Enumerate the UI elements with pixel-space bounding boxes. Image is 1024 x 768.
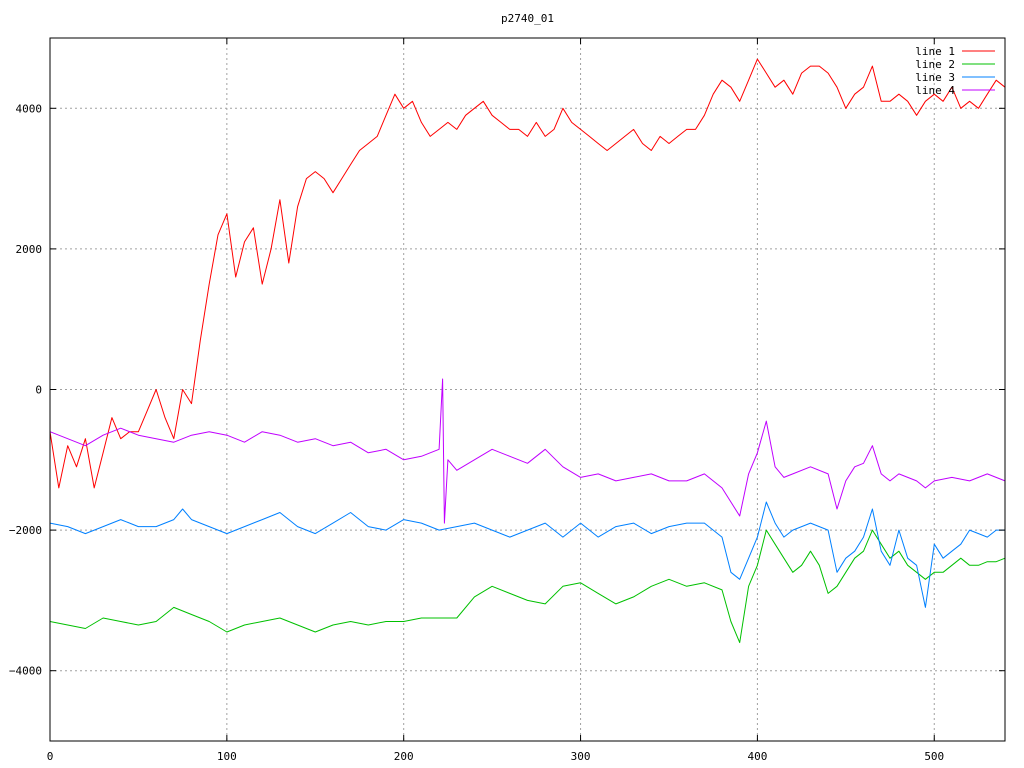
y-tick-label: 4000	[16, 102, 43, 115]
legend-label: line 2	[915, 58, 955, 71]
series-line-4	[49, 378, 1006, 524]
series-line-1	[49, 58, 1006, 489]
chart-title: p2740_01	[501, 12, 554, 25]
y-tick-label: −4000	[9, 665, 42, 678]
x-tick-label: 200	[394, 750, 414, 763]
legend-label: line 1	[915, 45, 955, 58]
series-lines	[49, 58, 1006, 644]
x-tick-label: 300	[571, 750, 591, 763]
x-tick-label: 100	[217, 750, 237, 763]
series-line-2	[49, 529, 1006, 644]
x-tick-label: 0	[47, 750, 54, 763]
x-tick-label: 500	[924, 750, 944, 763]
y-tick-label: 2000	[16, 243, 43, 256]
series-line-3	[49, 501, 1005, 608]
legend-label: line 3	[915, 71, 955, 84]
legend-label: line 4	[915, 84, 955, 97]
y-tick-label: 0	[35, 384, 42, 397]
axis-ticks: 0 100 200 300 400 500 −4000 −2000 0 2000 4000	[9, 38, 1005, 763]
x-tick-label: 400	[747, 750, 767, 763]
y-tick-label: −2000	[9, 524, 42, 537]
